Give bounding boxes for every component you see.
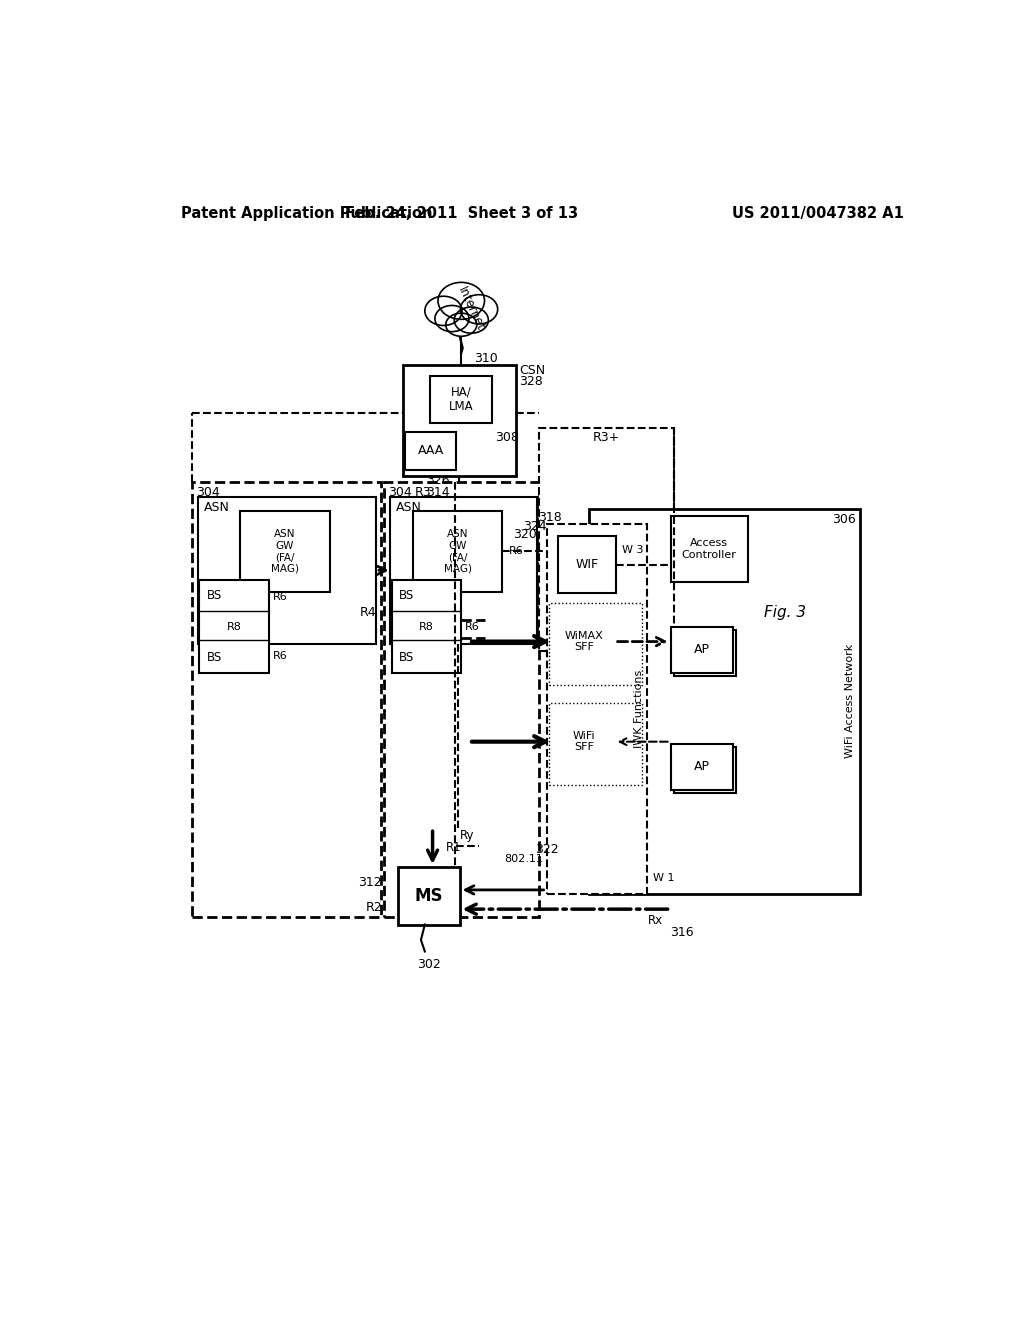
Text: BS: BS xyxy=(207,651,222,664)
Text: R3+: R3+ xyxy=(593,430,621,444)
Text: 308: 308 xyxy=(496,430,519,444)
Ellipse shape xyxy=(455,308,488,333)
Text: Rx: Rx xyxy=(647,915,663,927)
Text: MS: MS xyxy=(415,887,443,904)
Text: 802.11: 802.11 xyxy=(504,854,543,865)
Bar xyxy=(397,867,460,924)
Text: WiMAX
SFF: WiMAX SFF xyxy=(564,631,603,652)
Text: 324: 324 xyxy=(523,520,547,533)
Bar xyxy=(677,632,738,678)
Text: AP: AP xyxy=(693,760,710,774)
Ellipse shape xyxy=(435,305,469,331)
Bar xyxy=(198,498,376,644)
Bar xyxy=(589,508,860,894)
Text: US 2011/0047382 A1: US 2011/0047382 A1 xyxy=(732,206,904,222)
Text: 318: 318 xyxy=(539,511,562,524)
Bar xyxy=(671,516,748,582)
Bar xyxy=(200,581,269,673)
Text: 326: 326 xyxy=(427,474,451,487)
Bar xyxy=(406,432,456,470)
Bar xyxy=(558,536,616,594)
Bar xyxy=(674,747,735,793)
Text: W 3: W 3 xyxy=(623,545,644,554)
Bar xyxy=(674,630,735,676)
Text: 302: 302 xyxy=(417,958,440,972)
Bar xyxy=(671,627,732,673)
Bar xyxy=(539,428,675,651)
Text: BS: BS xyxy=(399,589,415,602)
Text: Fig. 3: Fig. 3 xyxy=(764,605,806,620)
Text: 316: 316 xyxy=(671,925,694,939)
Text: 310: 310 xyxy=(474,352,498,366)
Text: ASN: ASN xyxy=(204,502,229,515)
Bar xyxy=(553,713,614,771)
Text: R6: R6 xyxy=(273,593,288,602)
Text: WiFi
SFF: WiFi SFF xyxy=(572,731,595,752)
Text: R4: R4 xyxy=(360,606,377,619)
Text: R8: R8 xyxy=(226,622,242,631)
Text: Patent Application Publication: Patent Application Publication xyxy=(180,206,432,222)
Bar xyxy=(671,743,732,789)
Text: Ry: Ry xyxy=(460,829,475,842)
Text: R6: R6 xyxy=(509,546,523,557)
Text: ASN
GW
(FA/
MAG): ASN GW (FA/ MAG) xyxy=(271,529,299,574)
Text: W 1: W 1 xyxy=(653,874,675,883)
Text: 314: 314 xyxy=(426,486,450,499)
Text: HA/
LMA: HA/ LMA xyxy=(449,385,473,413)
Text: Internet: Internet xyxy=(456,285,487,334)
Bar xyxy=(384,482,539,917)
Text: R3: R3 xyxy=(415,486,431,499)
Bar xyxy=(547,524,647,894)
Bar xyxy=(241,511,330,591)
Text: 312: 312 xyxy=(358,875,382,888)
Ellipse shape xyxy=(438,282,484,319)
Text: R1: R1 xyxy=(445,841,462,854)
Text: BS: BS xyxy=(399,651,415,664)
Text: AP: AP xyxy=(693,643,710,656)
Bar xyxy=(191,482,381,917)
Text: 304: 304 xyxy=(197,486,220,499)
Text: WiFi Access Network: WiFi Access Network xyxy=(845,644,854,759)
Text: 322: 322 xyxy=(535,843,558,857)
Bar xyxy=(677,750,738,796)
Text: ASN
GW
(FA/
MAG): ASN GW (FA/ MAG) xyxy=(443,529,472,574)
Text: AAA: AAA xyxy=(418,445,443,458)
Text: IWK Functions: IWK Functions xyxy=(635,669,644,748)
Text: 320: 320 xyxy=(513,528,538,541)
Bar xyxy=(390,498,538,644)
Text: R8: R8 xyxy=(419,622,434,631)
Bar xyxy=(391,581,461,673)
Bar xyxy=(553,612,614,671)
Ellipse shape xyxy=(425,296,462,326)
Bar xyxy=(549,702,642,785)
Text: 306: 306 xyxy=(831,513,856,527)
Text: 328: 328 xyxy=(519,375,543,388)
Bar xyxy=(549,603,642,685)
Ellipse shape xyxy=(445,313,477,337)
Text: R6: R6 xyxy=(465,622,480,631)
Text: WIF: WIF xyxy=(575,558,599,572)
Text: Access
Controller: Access Controller xyxy=(682,539,736,560)
Text: CSN: CSN xyxy=(519,364,546,378)
Text: ASN: ASN xyxy=(396,502,422,515)
Text: R2: R2 xyxy=(366,900,382,913)
Text: Feb. 24, 2011  Sheet 3 of 13: Feb. 24, 2011 Sheet 3 of 13 xyxy=(345,206,578,222)
Bar xyxy=(403,364,515,477)
Text: R6: R6 xyxy=(273,651,288,661)
Bar xyxy=(430,376,493,424)
Ellipse shape xyxy=(461,294,498,323)
Bar xyxy=(414,511,503,591)
Text: 304: 304 xyxy=(388,486,412,499)
Text: BS: BS xyxy=(207,589,222,602)
